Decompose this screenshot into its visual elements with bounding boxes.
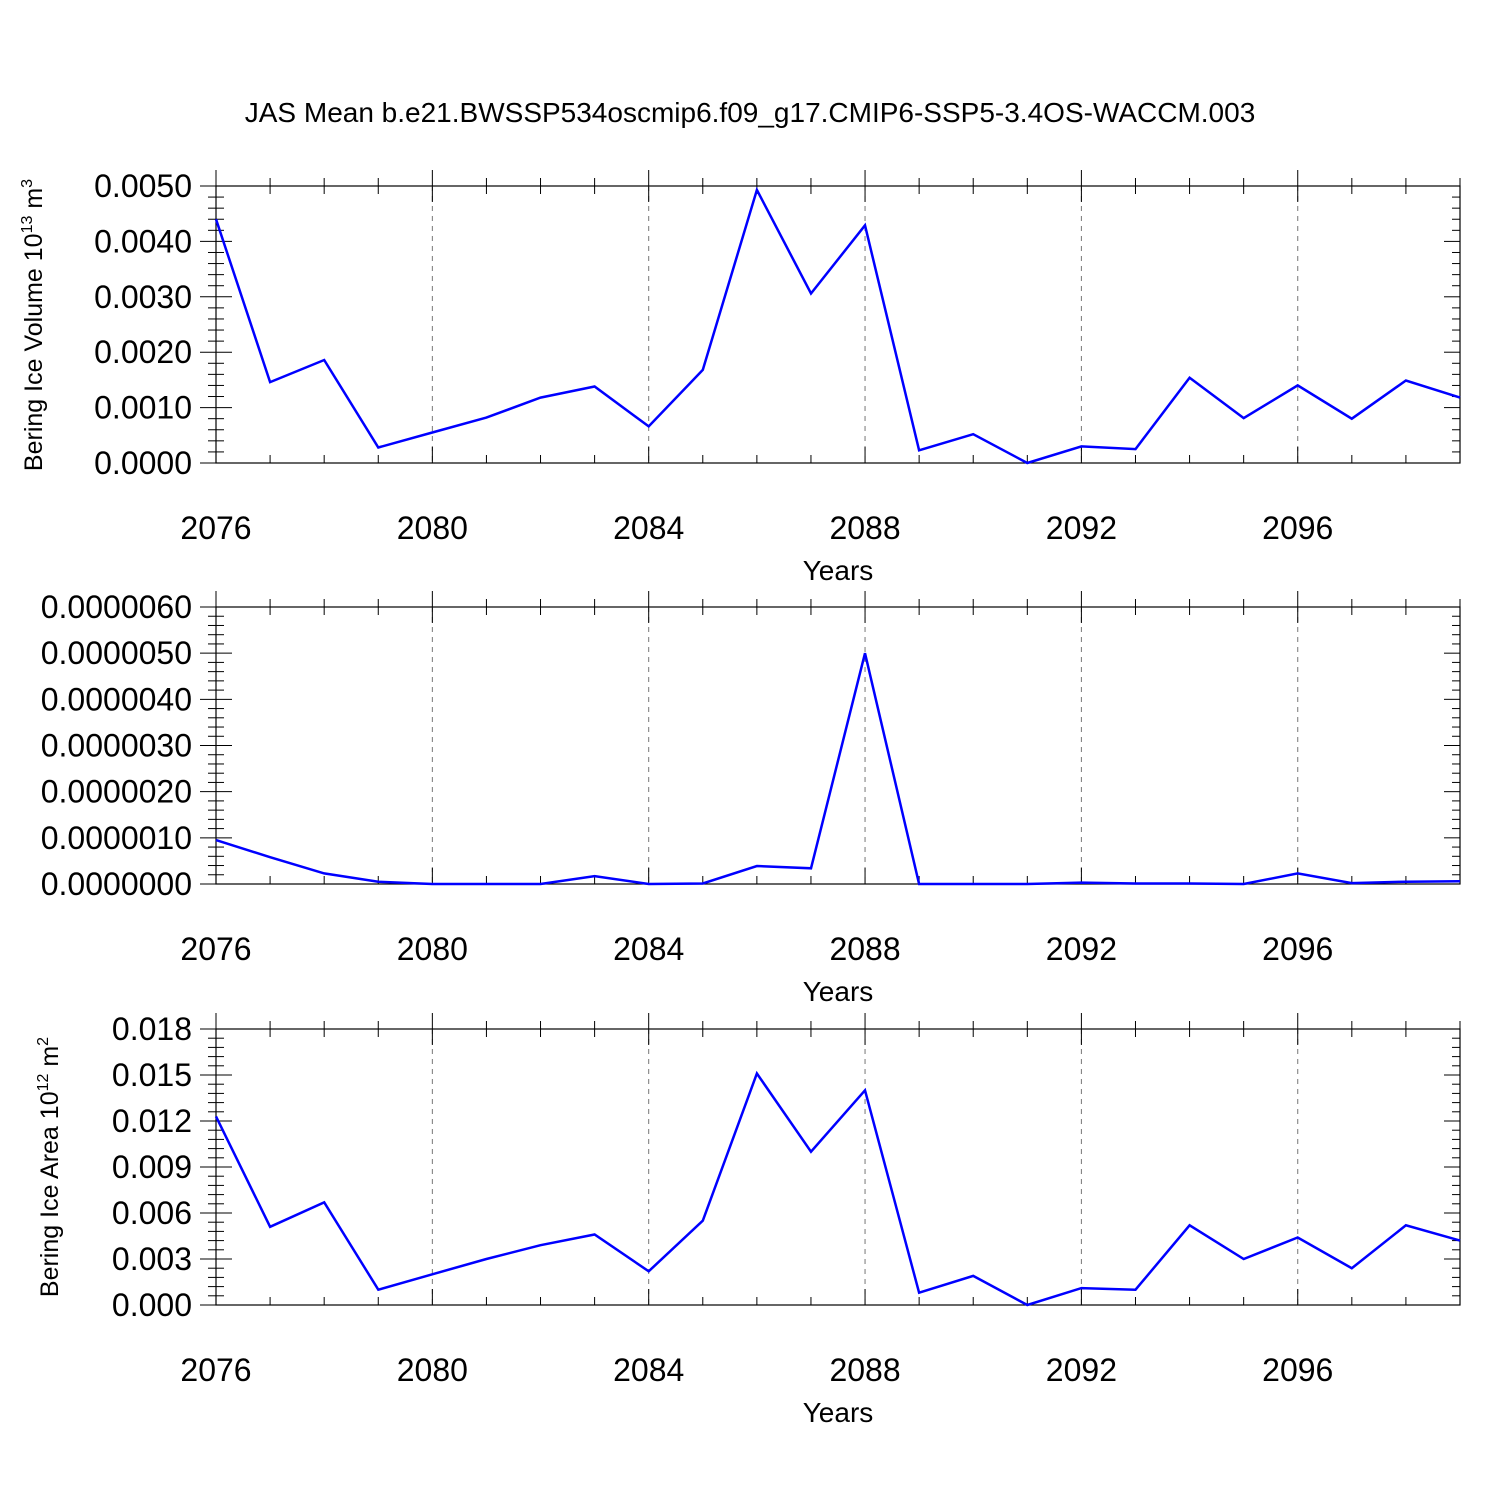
y-tick-label: 0.0000000 (41, 866, 192, 902)
x-axis-label: Years (803, 976, 874, 1007)
y-tick-label: 0.006 (112, 1195, 192, 1231)
y-tick-label: 0.0000020 (41, 774, 192, 810)
series-line (214, 1070, 1461, 1307)
plot-frame (215, 185, 1461, 464)
y-tick-label: 0.012 (112, 1103, 192, 1139)
x-tick-label: 2084 (613, 931, 684, 967)
x-tick-label: 2076 (180, 931, 251, 967)
x-tick-label: 2080 (397, 931, 468, 967)
y-tick-label: 0.0040 (94, 223, 192, 259)
x-tick-label: 2092 (1046, 1352, 1117, 1388)
x-tick-label: 2096 (1262, 1352, 1333, 1388)
y-tick-label: 0.0020 (94, 334, 192, 370)
x-tick-label: 2084 (613, 510, 684, 546)
chart-panel-1: 0.0000 0.0010 0.0020 0.0030 0.0040 0.0050 2076… (19, 168, 1461, 586)
y-tick-label: 0.009 (112, 1149, 192, 1185)
x-tick-label: 2080 (397, 510, 468, 546)
series-line (214, 186, 1461, 465)
y-tick-label: 0.0000010 (41, 820, 192, 856)
x-tick-label: 2080 (397, 1352, 468, 1388)
chart-panel-3: 0.000 0.003 0.006 0.009 0.012 0.015 0.018 2076 2… (35, 1011, 1461, 1428)
x-tick-label: 2096 (1262, 931, 1333, 967)
y-axis-label: Bering Ice Area 1012 m2 (35, 1037, 64, 1297)
y-tick-label: 0.015 (112, 1057, 192, 1093)
y-tick-label: 0.000 (112, 1287, 192, 1323)
y-tick-label: 0.0010 (94, 390, 192, 426)
x-axis-label: Years (803, 1397, 874, 1428)
y-axis-label: Bering Ice Volume 1013 m3 (19, 179, 48, 471)
x-axis-label: Years (803, 555, 874, 586)
y-tick-label: 0.0030 (94, 279, 192, 315)
y-tick-label: 0.003 (112, 1241, 192, 1277)
y-tick-label: 0.0000050 (41, 635, 192, 671)
x-tick-label: 2076 (180, 1352, 251, 1388)
y-tick-label: 0.0050 (94, 168, 192, 204)
chart-panel-2: 0.0000000 0.0000010 0.0000020 0.0000030 0.00… (41, 589, 1461, 1007)
y-tick-label: 0.0000060 (41, 589, 192, 625)
x-tick-label: 2092 (1046, 931, 1117, 967)
x-tick-label: 2088 (829, 1352, 900, 1388)
x-tick-label: 2076 (180, 510, 251, 546)
y-tick-label: 0.0000 (94, 445, 192, 481)
series-line (215, 652, 1461, 886)
y-tick-label: 0.0000040 (41, 681, 192, 717)
x-tick-label: 2084 (613, 1352, 684, 1388)
x-tick-label: 2092 (1046, 510, 1117, 546)
x-tick-label: 2088 (829, 931, 900, 967)
x-tick-label: 2088 (829, 510, 900, 546)
y-tick-label: 0.018 (112, 1011, 192, 1047)
y-tick-label: 0.0000030 (41, 728, 192, 764)
chart-title: JAS Mean b.e21.BWSSP534oscmip6.f09_g17.C… (245, 97, 1256, 128)
x-tick-label: 2096 (1262, 510, 1333, 546)
